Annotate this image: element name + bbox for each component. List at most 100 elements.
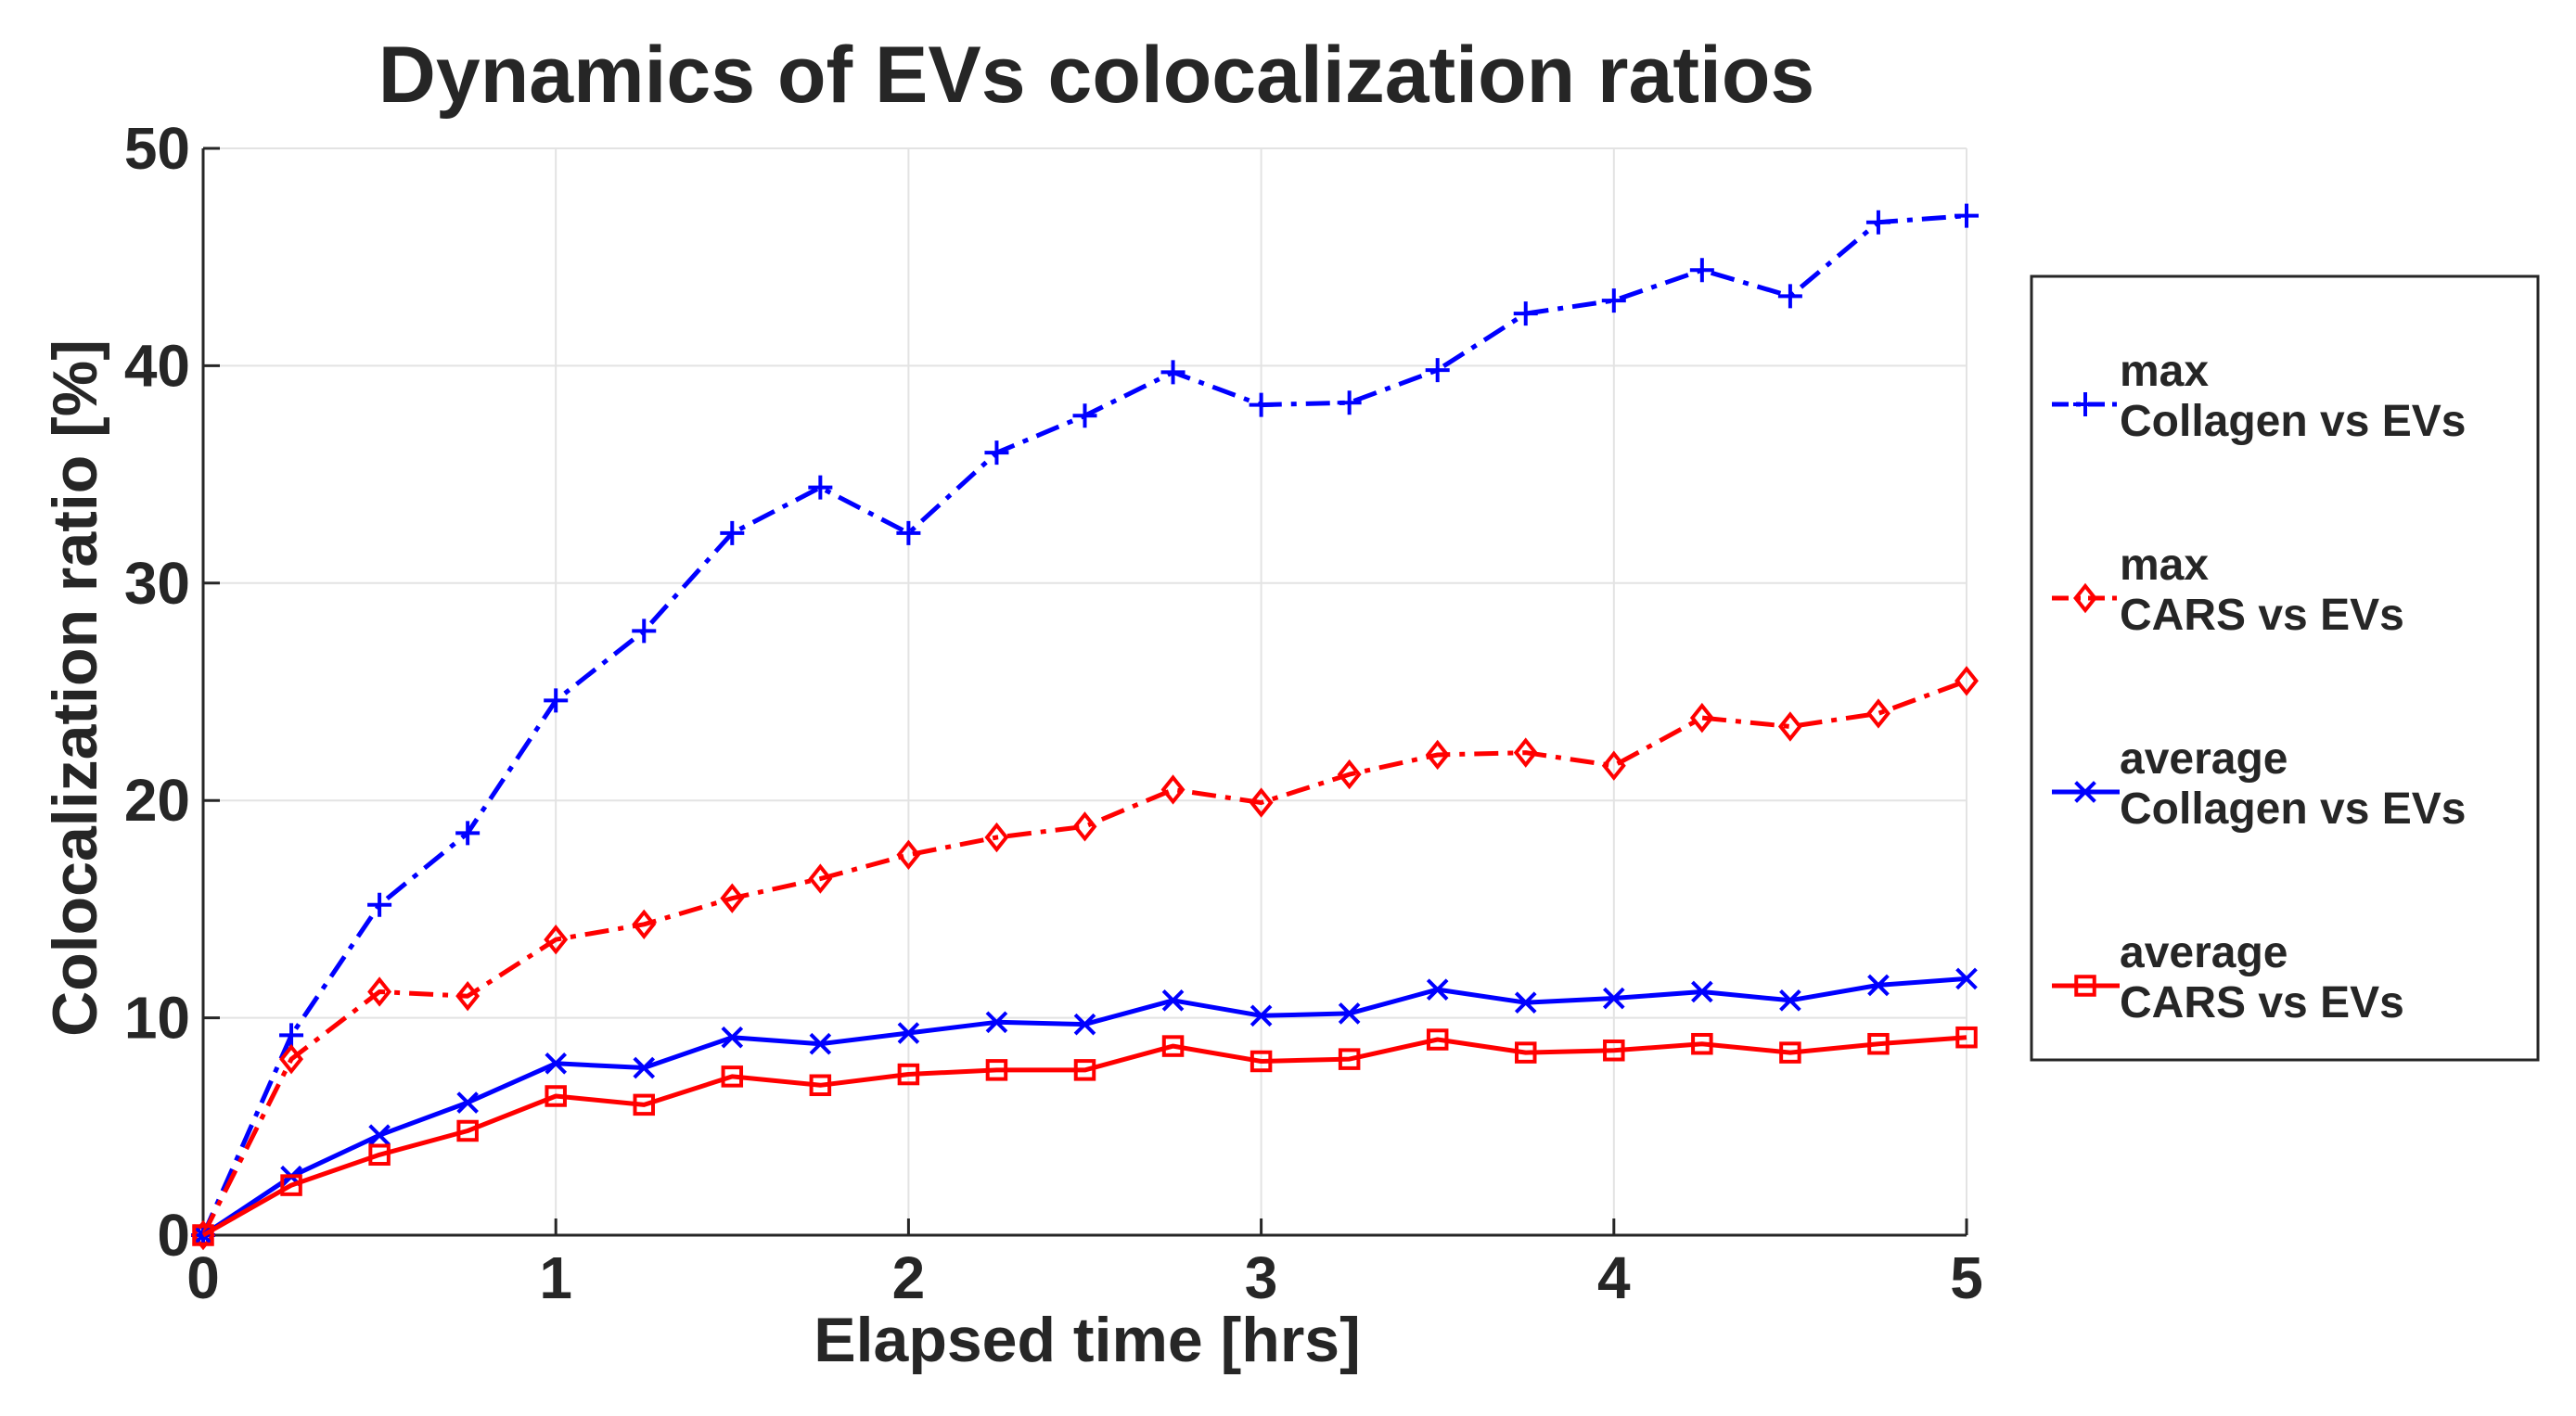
data-point xyxy=(897,1022,920,1044)
y-tick-label: 50 xyxy=(124,115,190,182)
series-1 xyxy=(191,203,1979,1247)
series-line xyxy=(200,678,1967,1237)
data-point xyxy=(1955,967,1978,990)
data-point xyxy=(808,863,833,894)
data-point xyxy=(368,1143,391,1167)
data-point xyxy=(1250,1050,1273,1073)
data-point xyxy=(1515,1041,1537,1064)
legend-label-line2: CARS vs EVs xyxy=(2120,978,2404,1027)
series-group xyxy=(191,203,1979,1251)
data-point xyxy=(720,883,745,913)
x-tick-label: 1 xyxy=(539,1244,572,1311)
data-point xyxy=(984,822,1009,853)
data-point xyxy=(1779,989,1801,1012)
data-point xyxy=(1777,711,1802,742)
data-point xyxy=(1513,301,1538,326)
data-point xyxy=(1601,750,1626,781)
x-tick-label: 2 xyxy=(892,1244,926,1311)
series-line xyxy=(200,213,1967,1237)
data-point xyxy=(455,980,481,1012)
y-tick-label: 0 xyxy=(157,1202,190,1269)
legend-label-line2: Collagen vs EVs xyxy=(2120,785,2466,834)
data-point xyxy=(1249,392,1274,417)
data-point xyxy=(1865,698,1890,729)
y-tick-label: 10 xyxy=(124,985,190,1052)
data-point xyxy=(1865,210,1890,235)
legend-label-line1: max xyxy=(2120,347,2209,396)
data-point xyxy=(1425,358,1450,383)
data-point xyxy=(1955,1026,1978,1049)
legend-marker xyxy=(2074,975,2096,997)
data-point xyxy=(1250,1004,1273,1027)
legend-label-line2: CARS vs EVs xyxy=(2120,591,2404,640)
x-tick-label: 0 xyxy=(186,1244,220,1311)
data-point xyxy=(1338,1048,1361,1070)
data-point xyxy=(192,1224,214,1246)
data-point xyxy=(985,1011,1008,1034)
data-point xyxy=(1073,1013,1096,1036)
x-tick-label: 4 xyxy=(1597,1244,1631,1311)
data-point xyxy=(720,520,745,545)
data-point xyxy=(1338,1002,1361,1025)
data-point xyxy=(1072,811,1097,842)
data-point xyxy=(1867,974,1890,997)
data-point xyxy=(897,1063,920,1086)
legend-label-line2: Collagen vs EVs xyxy=(2120,397,2466,446)
legend-marker xyxy=(2073,392,2097,416)
legend-label-line1: average xyxy=(2120,928,2288,977)
data-point xyxy=(633,1056,656,1079)
data-point xyxy=(632,909,657,940)
data-point xyxy=(809,1032,832,1055)
data-point xyxy=(1161,1035,1185,1057)
data-point xyxy=(1602,987,1625,1010)
y-tick-label: 20 xyxy=(124,767,190,834)
data-point xyxy=(1514,991,1537,1014)
data-point xyxy=(279,1023,304,1048)
data-point xyxy=(1954,203,1979,228)
data-point xyxy=(545,1052,568,1075)
data-point xyxy=(1779,1041,1801,1064)
data-point xyxy=(545,1085,567,1107)
data-point xyxy=(1161,989,1185,1012)
series-2 xyxy=(191,666,1979,1251)
data-point xyxy=(1426,1028,1449,1051)
y-axis-label: Colocalization ratio [%] xyxy=(40,339,110,1037)
data-point xyxy=(456,1091,479,1114)
data-point xyxy=(721,1026,744,1049)
data-point xyxy=(1691,1032,1713,1055)
y-tick-label: 40 xyxy=(124,332,190,399)
series-3 xyxy=(192,967,1978,1246)
data-point xyxy=(1249,787,1274,818)
data-point xyxy=(896,520,921,545)
x-tick-label: 3 xyxy=(1245,1244,1278,1311)
data-point xyxy=(1160,774,1185,805)
data-point xyxy=(808,475,833,500)
data-point xyxy=(1337,390,1362,415)
data-point xyxy=(896,839,921,871)
data-point xyxy=(279,1043,304,1075)
legend-box xyxy=(2030,274,2540,1062)
data-point xyxy=(544,925,569,955)
legend-marker xyxy=(2074,781,2096,803)
data-point xyxy=(1426,978,1449,1001)
data-point xyxy=(1425,739,1450,771)
data-point xyxy=(1954,666,1979,696)
data-point xyxy=(1160,360,1185,385)
data-point xyxy=(632,619,657,644)
x-axis-label: Elapsed time [hrs] xyxy=(814,1305,1361,1375)
legend-label-line1: max xyxy=(2120,541,2209,590)
x-tick-label: 5 xyxy=(1950,1244,1983,1311)
legend-label-line1: average xyxy=(2120,734,2288,784)
data-point xyxy=(455,821,481,846)
data-point xyxy=(1603,1040,1625,1062)
data-point xyxy=(1689,702,1714,734)
data-point xyxy=(368,1124,391,1146)
data-point xyxy=(544,688,569,713)
